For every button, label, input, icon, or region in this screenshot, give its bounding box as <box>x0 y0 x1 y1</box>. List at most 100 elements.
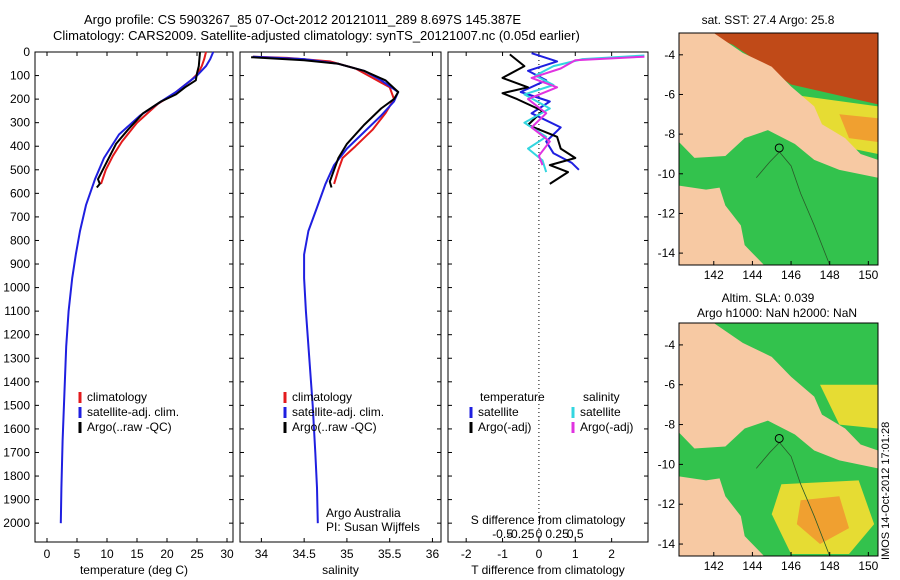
ytick-label: 2000 <box>3 516 30 530</box>
series-line-temperature-satellite <box>519 52 580 171</box>
legend-label: Argo(-adj) <box>580 420 633 434</box>
axes-frame-temperature <box>34 51 234 543</box>
xtick-label: 20 <box>160 547 174 561</box>
axes-frame-salinity <box>239 51 442 543</box>
depth-contour <box>755 151 831 266</box>
ytick-label: 300 <box>10 116 30 130</box>
map-frame-sst_map <box>678 32 879 266</box>
legend-label: Argo(..raw -QC) <box>292 420 377 434</box>
map-xtick-label: 142 <box>704 559 724 573</box>
map-title-sst: sat. SST: 27.4 Argo: 25.8 <box>702 13 835 27</box>
series-line-salinity-satellite <box>523 54 645 173</box>
timestamp-stamp: IMOS 14-Oct-2012 17:01:28 <box>880 421 892 560</box>
map-ytick-label: -4 <box>664 338 675 352</box>
legend-label: Argo(-adj) <box>478 420 531 434</box>
series-line-temperature-argo-adj- <box>501 53 577 185</box>
xtick-label: 0 <box>536 547 543 561</box>
map-xtick-label: 148 <box>820 559 840 573</box>
series-line-satellite-adj-clim- <box>59 51 215 524</box>
title-line-1: Argo profile: CS 5903267_85 07-Oct-2012 … <box>84 12 522 27</box>
map-ytick-label: -6 <box>664 378 675 392</box>
land-png <box>679 33 878 178</box>
xtick-label: 2 <box>608 547 615 561</box>
xtick-label-salinity: 0.5 <box>567 527 584 541</box>
xtick-label: 0 <box>44 547 51 561</box>
axes-frame-differences <box>447 51 649 543</box>
xtick-label: 25 <box>190 547 204 561</box>
depth-contour <box>755 441 831 557</box>
xtick-label: 35.5 <box>378 547 402 561</box>
map-xtick-label: 142 <box>704 268 724 282</box>
xtick-label: 1 <box>572 547 579 561</box>
map-title-sla: Altim. SLA: 0.039 <box>722 291 815 305</box>
map-ytick-label: -4 <box>664 48 675 62</box>
legend-label: climatology <box>87 390 147 404</box>
ytick-label: 1500 <box>3 398 30 412</box>
ytick-label: 1100 <box>4 304 30 318</box>
map-xtick-label: 150 <box>858 268 878 282</box>
map-sst_map <box>679 33 878 266</box>
xtick-label: 34 <box>255 547 269 561</box>
xtick-label-salinity: 0 <box>536 527 543 541</box>
xaxis-label-salinity: S difference from climatology <box>471 513 626 527</box>
legend-label: satellite-adj. clim. <box>292 405 384 419</box>
xaxis-label: temperature (deg C) <box>80 563 188 577</box>
map-frame-sla_map <box>678 322 879 557</box>
land-png <box>679 323 878 469</box>
ytick-label: 900 <box>10 257 30 271</box>
map-xtick-label: 148 <box>820 268 840 282</box>
legend-title: salinity <box>583 390 620 404</box>
sst-warm-region <box>704 33 878 105</box>
ytick-label: 1700 <box>3 445 30 459</box>
ytick-label: 1400 <box>3 375 30 389</box>
map-ytick-label: -14 <box>658 537 676 551</box>
ytick-label: 400 <box>10 139 30 153</box>
ytick-label: 600 <box>10 186 30 200</box>
xtick-label-salinity: -0.25 <box>507 527 535 541</box>
map-sla_map <box>679 323 878 557</box>
ytick-label: 1300 <box>3 351 30 365</box>
ytick-label: 1900 <box>3 493 30 507</box>
sla-north-region <box>820 384 878 429</box>
legend-label: Argo(..raw -QC) <box>87 420 172 434</box>
xtick-label: -1 <box>497 547 508 561</box>
ytick-label: 1800 <box>3 469 30 483</box>
xtick-label: 10 <box>100 547 114 561</box>
legend-label: satellite-adj. clim. <box>87 405 179 419</box>
ytick-label: 0 <box>23 45 30 59</box>
land-australia <box>679 185 765 265</box>
series-line-argo-raw-qc- <box>251 56 400 188</box>
map-xtick-label: 150 <box>858 559 878 573</box>
argo-position-marker <box>774 143 784 153</box>
map-ytick-label: -8 <box>664 418 675 432</box>
ytick-label: 200 <box>10 92 30 106</box>
legend-title: temperature <box>480 390 545 404</box>
map-ytick-label: -10 <box>658 457 676 471</box>
map-xtick-label: 144 <box>742 268 762 282</box>
xtick-label: 36 <box>426 547 440 561</box>
map-ytick-label: -12 <box>658 206 676 220</box>
ytick-label: 100 <box>10 69 30 83</box>
ytick-label: 700 <box>10 210 30 224</box>
land-australia <box>679 476 765 556</box>
map-subtitle-sla: Argo h1000: NaN h2000: NaN <box>697 306 857 320</box>
map-xtick-label: 146 <box>781 559 801 573</box>
map-ytick-label: -12 <box>658 497 676 511</box>
ytick-label: 1600 <box>3 422 30 436</box>
ytick-label: 800 <box>10 233 30 247</box>
xaxis-label: salinity <box>322 563 359 577</box>
annotation-text: PI: Susan Wijffels <box>326 520 420 534</box>
map-xtick-label: 144 <box>742 559 762 573</box>
legend-label: satellite <box>478 405 519 419</box>
map-ytick-label: -6 <box>664 87 675 101</box>
xtick-label-salinity: 0.25 <box>545 527 569 541</box>
sla-peak-region <box>796 496 850 545</box>
legend-label: climatology <box>292 390 352 404</box>
map-ytick-label: -14 <box>658 246 676 260</box>
map-xtick-label: 146 <box>781 268 801 282</box>
sst-orange-region <box>839 114 878 143</box>
map-ytick-label: -8 <box>664 127 675 141</box>
series-line-argo-raw-qc- <box>96 51 201 189</box>
ytick-label: 1000 <box>3 281 30 295</box>
